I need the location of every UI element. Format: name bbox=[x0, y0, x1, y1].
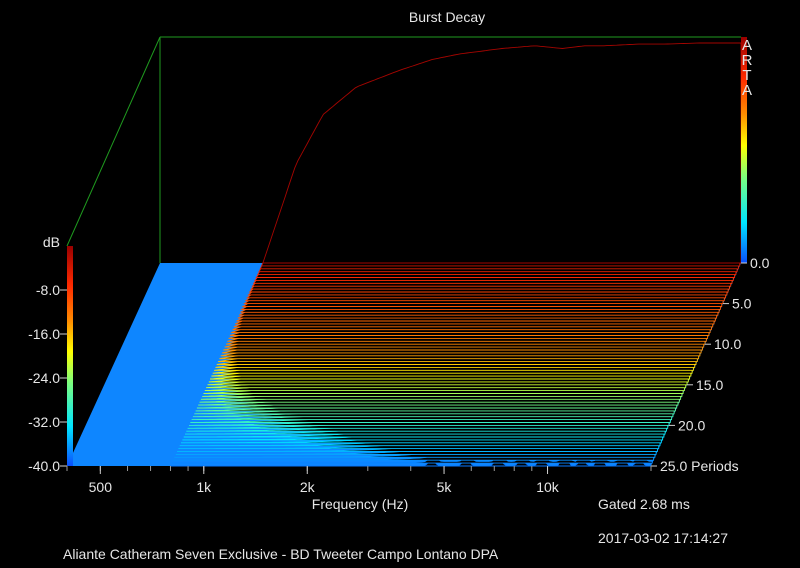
y-tick-label: -32.0 bbox=[28, 414, 60, 430]
timestamp: 2017-03-02 17:14:27 bbox=[598, 530, 728, 546]
y-axis-ticks: -8.0 -16.0 -24.0 -32.0 -40.0 bbox=[28, 282, 67, 474]
z-tick-label: 20.0 bbox=[678, 417, 705, 433]
gate-info: Gated 2.68 ms bbox=[598, 496, 690, 512]
y-axis-label: dB bbox=[43, 234, 60, 250]
brand-letter: T bbox=[742, 67, 751, 84]
x-tick-label: 5k bbox=[437, 479, 453, 495]
z-axis-ticks: 0.0 5.0 10.0 15.0 20.0 25.0 Periods bbox=[651, 255, 770, 474]
y-tick-label: -24.0 bbox=[28, 370, 60, 386]
brand-letter: A bbox=[742, 82, 752, 99]
x-axis-ticks: 500 1k 2k 5k 10k bbox=[66, 466, 652, 495]
x-tick-label: 1k bbox=[196, 479, 212, 495]
x-tick-label: 2k bbox=[300, 479, 316, 495]
plot-frame bbox=[66, 36, 741, 263]
brand-letter: A bbox=[742, 37, 752, 54]
decay-slice bbox=[170, 453, 652, 467]
z-tick-label: 10.0 bbox=[714, 336, 741, 352]
y-tick-label: -8.0 bbox=[36, 282, 60, 298]
z-tick-label: 0.0 bbox=[750, 255, 770, 271]
waterfall-slices bbox=[170, 42, 742, 467]
z-tick-label: 25.0 Periods bbox=[660, 458, 739, 474]
left-colorbar bbox=[67, 246, 73, 466]
z-tick-label: 15.0 bbox=[696, 377, 723, 393]
footer-caption: Aliante Catheram Seven Exclusive - BD Tw… bbox=[63, 546, 499, 562]
x-axis-label: Frequency (Hz) bbox=[312, 496, 408, 512]
chart-title: Burst Decay bbox=[409, 9, 485, 25]
right-colorbar bbox=[741, 37, 747, 263]
x-tick-label: 500 bbox=[89, 479, 113, 495]
z-tick-label: 5.0 bbox=[732, 296, 752, 312]
brand-letter: R bbox=[742, 52, 753, 69]
y-tick-label: -16.0 bbox=[28, 326, 60, 342]
frame-top-diagonal bbox=[66, 36, 161, 247]
x-tick-label: 10k bbox=[536, 479, 560, 495]
decay-slice bbox=[262, 42, 742, 264]
y-tick-label: -40.0 bbox=[28, 458, 60, 474]
